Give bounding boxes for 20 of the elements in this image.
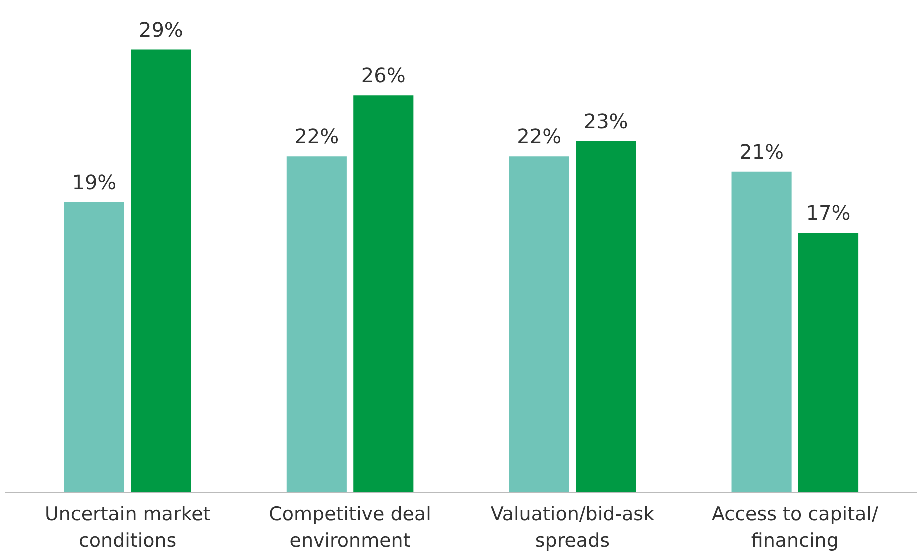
- x-tick-label: Access to capital/ financing: [712, 504, 879, 552]
- data-label: 21%: [740, 140, 784, 164]
- bar: [509, 156, 570, 492]
- x-tick-label: Valuation/bid-ask spreads: [490, 504, 655, 552]
- bar: [286, 156, 347, 492]
- data-label: 19%: [72, 170, 117, 194]
- data-label: 22%: [294, 124, 340, 149]
- x-tick-label: Uncertain market conditions: [44, 504, 211, 552]
- bar: [576, 141, 636, 492]
- data-label: 26%: [361, 64, 406, 88]
- data-label: 29%: [138, 18, 184, 42]
- x-tick-label: Competitive deal environment: [269, 504, 432, 552]
- bar: [798, 232, 859, 492]
- data-label: 23%: [584, 109, 628, 134]
- bar: [64, 202, 125, 492]
- bar: [131, 50, 192, 492]
- data-label: 17%: [806, 200, 851, 225]
- bar: [732, 172, 792, 492]
- data-label: 22%: [517, 124, 562, 149]
- bar: [354, 96, 414, 492]
